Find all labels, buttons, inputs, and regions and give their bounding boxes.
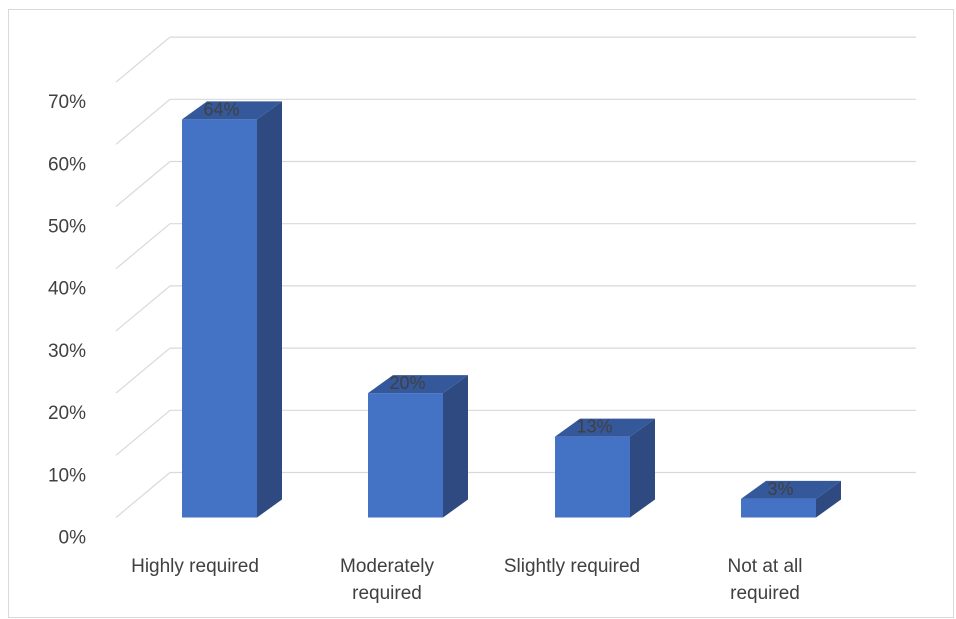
gridline: [115, 347, 916, 394]
y-axis-ticks: 0% 10% 20% 30% 40% 50% 60% 70%: [48, 92, 86, 548]
y-tick-label: 0%: [59, 528, 87, 549]
gridline: [115, 409, 916, 456]
gridline: [115, 98, 916, 145]
bar: [182, 101, 282, 518]
y-tick-label: 10%: [48, 465, 86, 486]
data-label: 64%: [203, 99, 239, 119]
data-label: 20%: [389, 373, 425, 393]
gridline: [115, 160, 916, 207]
y-tick-label: 30%: [48, 341, 86, 362]
y-tick-label: 60%: [48, 154, 86, 175]
y-tick-label: 20%: [48, 403, 86, 424]
gridlines: [115, 36, 916, 518]
gridline: [115, 36, 916, 83]
bar: [555, 418, 655, 518]
data-label: 3%: [767, 479, 793, 499]
bar: [741, 480, 841, 518]
x-category-label: Moderately required: [340, 556, 434, 604]
x-axis-categories: Highly required Moderately required Slightl…: [131, 556, 802, 604]
x-category-label: Slightly required: [504, 556, 640, 577]
x-category-label: Not at all required: [728, 556, 803, 604]
gridline: [115, 471, 916, 518]
y-tick-label: 40%: [48, 279, 86, 300]
gridline: [115, 223, 916, 270]
y-tick-label: 70%: [48, 92, 86, 113]
y-tick-label: 50%: [48, 217, 86, 238]
data-label: 13%: [576, 417, 612, 437]
x-category-label: Highly required: [131, 556, 259, 577]
data-labels: 64% 20% 13% 3%: [203, 99, 793, 498]
gridline: [115, 285, 916, 332]
bars: [182, 101, 841, 518]
bar: [368, 375, 468, 518]
